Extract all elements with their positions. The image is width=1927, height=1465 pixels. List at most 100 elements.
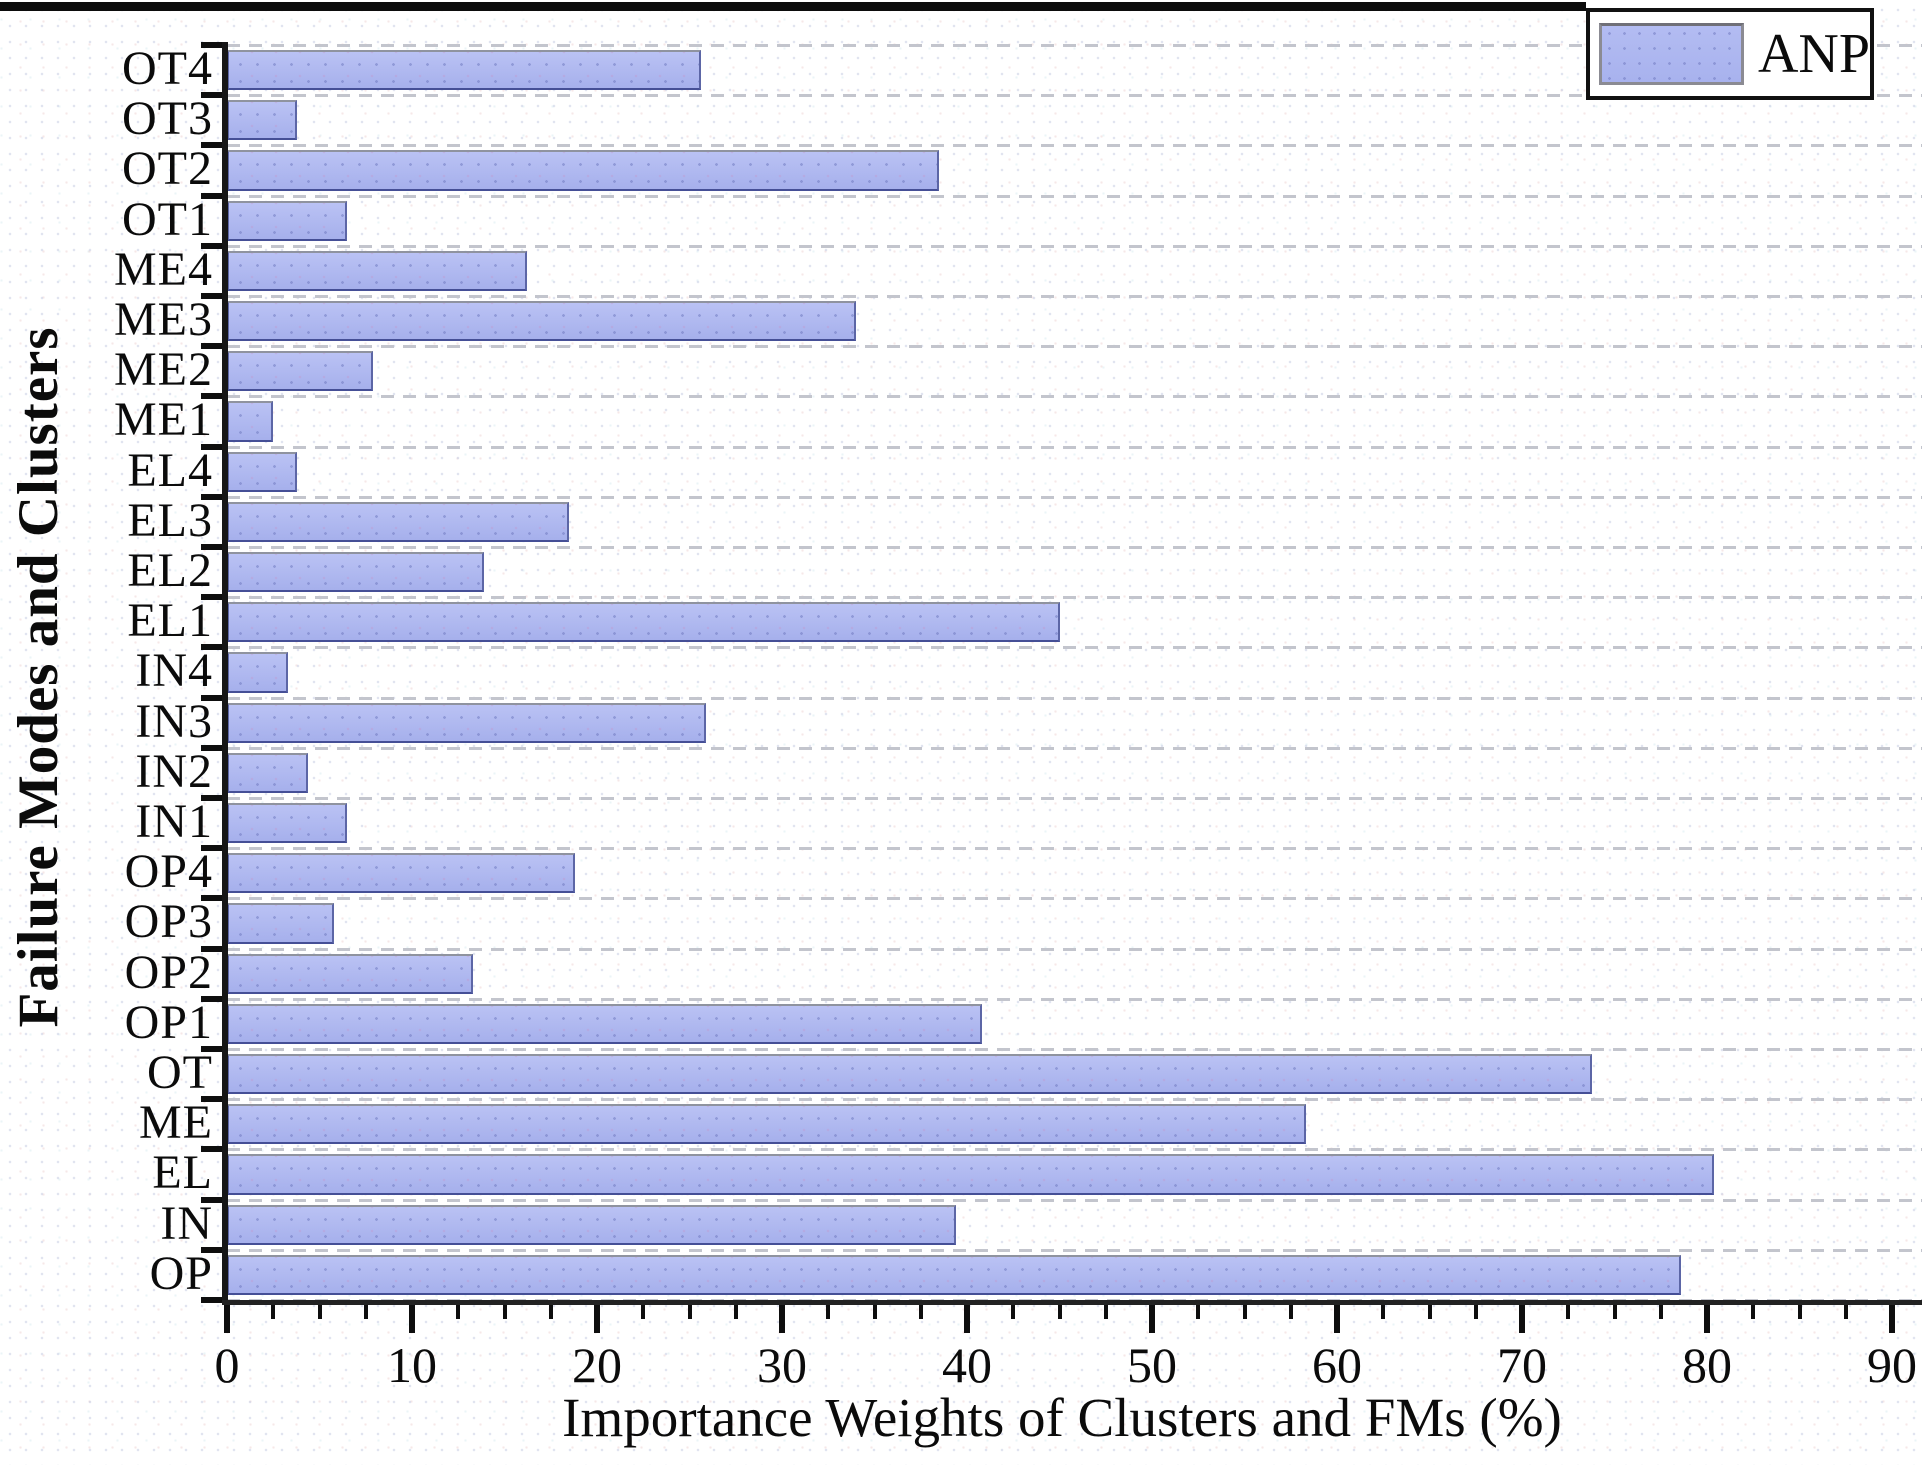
bar-ot3 [227,100,297,141]
bar-op3 [227,903,334,944]
gridline [227,295,1922,298]
y-tick-label-op: OP [149,1246,213,1300]
y-axis-tick [201,544,227,550]
gridline [227,345,1922,349]
gridline [227,947,1922,951]
y-tick-label-me3: ME3 [114,293,213,346]
x-axis-minor-tick [826,1303,831,1319]
y-axis-tick [201,42,227,48]
x-axis-minor-tick [1196,1303,1201,1319]
y-axis-tick [201,343,227,350]
x-axis-major-tick [1149,1303,1155,1333]
gridline [227,1248,1922,1252]
x-axis-minor-tick [1658,1303,1663,1319]
y-tick-label-el2: EL2 [127,544,213,597]
gridline [227,495,1922,499]
x-tick-label-70: 70 [1497,1337,1547,1393]
gridline [227,445,1922,449]
x-axis-minor-tick [456,1303,461,1319]
x-axis-minor-tick [1612,1303,1617,1319]
bar-me3 [227,301,856,342]
gridline [227,897,1922,901]
x-axis-major-tick [1519,1303,1525,1333]
bar-el3 [227,501,569,542]
y-axis-tick [201,895,227,902]
y-axis-tick [201,744,227,751]
y-tick-label-el1: EL1 [127,594,213,648]
y-axis-tick [201,845,227,852]
x-axis-spine [222,1300,1922,1305]
y-tick-label-op1: OP1 [124,995,213,1049]
x-axis-minor-tick [271,1303,276,1319]
gridline [227,1148,1922,1152]
y-tick-label-in3: IN3 [135,694,213,748]
bar-el2 [227,552,484,593]
gridline [227,746,1922,750]
y-axis-tick [201,1246,227,1253]
x-tick-label-40: 40 [942,1337,992,1393]
y-axis-tick [201,393,227,400]
y-axis-title: Failure Modes and Clusters [7,326,70,1028]
bar-me2 [227,351,373,392]
x-axis-minor-tick [641,1303,646,1319]
bar-op [227,1254,1681,1295]
gridline [227,1198,1922,1202]
legend-swatch-anp [1599,23,1744,85]
x-axis-minor-tick [548,1303,553,1319]
y-tick-label-ot1: OT1 [122,192,213,246]
x-axis-minor-tick [733,1303,738,1319]
bar-el4 [227,451,297,492]
y-tick-label-me1: ME1 [114,393,213,447]
y-tick-label-me4: ME4 [114,242,213,296]
y-axis-tick [201,1196,227,1203]
y-tick-label-ot: OT [147,1046,213,1099]
y-tick-label-in4: IN4 [135,644,213,698]
x-axis-minor-tick [502,1303,507,1319]
gridline [227,94,1922,98]
y-tick-label-ot2: OT2 [122,142,213,196]
x-axis-minor-tick [1057,1303,1062,1319]
x-axis-major-tick [1334,1303,1340,1333]
y-axis-tick [201,594,227,601]
y-tick-label-ot3: OT3 [122,92,213,146]
bar-in2 [227,752,308,793]
bar-op1 [227,1003,982,1044]
gridline [227,144,1922,148]
x-axis-minor-tick [872,1303,877,1319]
gridline [227,646,1922,650]
y-axis-tick [201,92,227,99]
x-axis-minor-tick [1381,1303,1386,1319]
bar-in [227,1204,956,1245]
y-axis-tick [201,242,227,249]
y-axis-tick [201,493,227,500]
y-axis-tick [201,795,227,801]
x-axis-minor-tick [1103,1303,1108,1319]
y-axis-tick [201,945,227,952]
x-axis-minor-tick [1751,1303,1756,1319]
y-axis-tick [201,1046,227,1052]
figure-top-border [0,2,1586,11]
y-axis-tick [201,293,227,299]
x-tick-label-50: 50 [1127,1337,1177,1393]
y-tick-label-el3: EL3 [127,493,213,547]
x-axis-minor-tick [1242,1303,1247,1319]
bar-me4 [227,250,527,291]
x-axis-minor-tick [918,1303,923,1319]
x-axis-major-tick [1704,1303,1710,1333]
y-tick-label-in: IN [160,1196,213,1250]
x-tick-label-0: 0 [214,1337,240,1393]
gridline [227,696,1922,700]
x-axis-major-tick [1889,1303,1895,1333]
bar-el [227,1154,1714,1195]
gridline [227,797,1922,800]
gridline [227,546,1922,549]
y-axis-tick [201,443,227,450]
y-tick-label-me2: ME2 [114,343,213,397]
gridline [227,1098,1922,1102]
gridline [227,997,1922,1001]
x-tick-label-90: 90 [1867,1337,1917,1393]
y-tick-label-in1: IN1 [135,795,213,848]
x-tick-label-30: 30 [757,1337,807,1393]
legend: ANP [1586,8,1874,100]
